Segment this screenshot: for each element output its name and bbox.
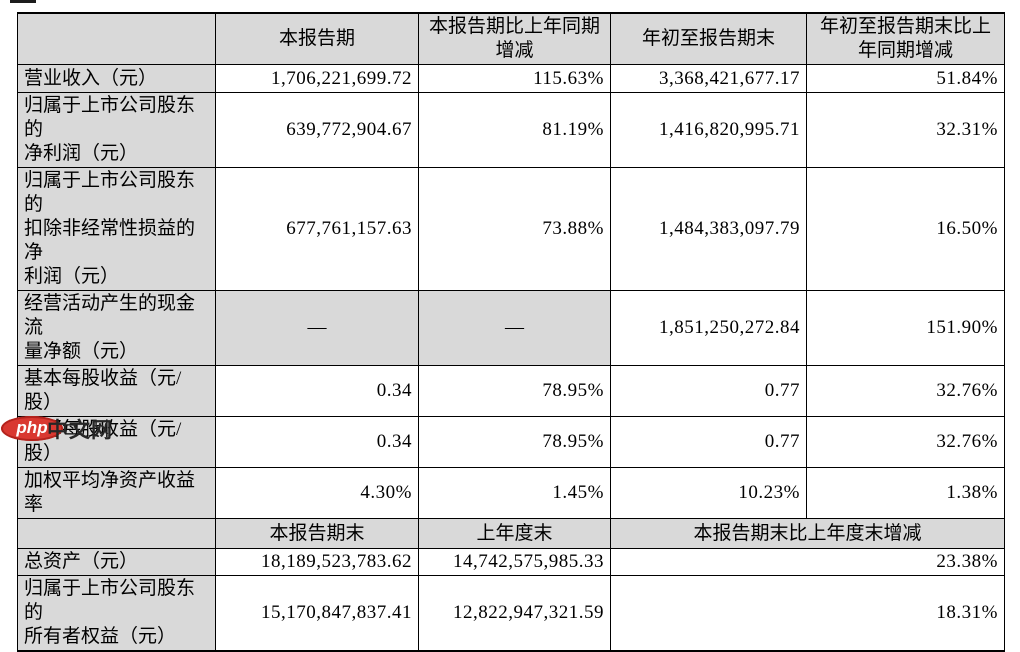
cell-value: 0.34: [215, 416, 419, 468]
cell-value: 32.76%: [806, 365, 1005, 417]
php-logo-icon: php: [1, 416, 63, 441]
table-row-revenue: 营业收入（元） 1,706,221,699.72 115.63% 3,368,4…: [17, 64, 1005, 93]
cell-dash: —: [215, 290, 419, 366]
cell-value: 0.77: [610, 416, 807, 468]
cell-value: 639,772,904.67: [215, 92, 419, 168]
cell-value: 10.23%: [610, 467, 807, 519]
cell-value: 1,851,250,272.84: [610, 290, 807, 366]
row-label: 基本每股收益（元/股）: [17, 365, 216, 417]
cell-dash: —: [418, 290, 611, 366]
cell-value: 4.30%: [215, 467, 419, 519]
cell-value: 0.34: [215, 365, 419, 417]
cell-value: 3,368,421,677.17: [610, 64, 807, 93]
cell-value: 1,416,820,995.71: [610, 92, 807, 168]
cell-value: 51.84%: [806, 64, 1005, 93]
cell-value: 32.76%: [806, 416, 1005, 468]
watermark-site-name: 中文网: [47, 418, 113, 442]
table-subheader-row: 本报告期末 上年度末 本报告期末比上年度末增减: [17, 518, 1005, 549]
table-row-total-assets: 总资产（元） 18,189,523,783.62 14,742,575,985.…: [17, 548, 1005, 576]
php-cn-watermark: php 中文网: [1, 415, 113, 442]
table-row-net-profit-excl-nonrecurring: 归属于上市公司股东的 扣除非经常性损益的净 利润（元） 677,761,157.…: [17, 167, 1005, 291]
table-row-shareholders-equity: 归属于上市公司股东的 所有者权益（元） 15,170,847,837.41 12…: [17, 575, 1005, 652]
table-row-operating-cash-flow: 经营活动产生的现金流 量净额（元） — — 1,851,250,272.84 1…: [17, 290, 1005, 366]
cell-value: 23.38%: [610, 548, 1005, 576]
cell-value: 151.90%: [806, 290, 1005, 366]
cell-value: 1.38%: [806, 467, 1005, 519]
header-current-period-change: 本报告期比上年同期 增减: [418, 12, 611, 65]
cell-value: 78.95%: [418, 416, 611, 468]
cell-value: 0.77: [610, 365, 807, 417]
cell-value: 18.31%: [610, 575, 1005, 652]
row-label: 归属于上市公司股东的 净利润（元）: [17, 92, 216, 168]
row-label: 归属于上市公司股东的 所有者权益（元）: [17, 575, 216, 652]
cell-value: 1.45%: [418, 467, 611, 519]
cell-value: 73.88%: [418, 167, 611, 291]
row-label: 归属于上市公司股东的 扣除非经常性损益的净 利润（元）: [17, 167, 216, 291]
financial-summary-table: 本报告期 本报告期比上年同期 增减 年初至报告期末 年初至报告期末比上 年同期增…: [17, 12, 1005, 652]
cell-value: 16.50%: [806, 167, 1005, 291]
table-row-basic-eps: 基本每股收益（元/股） 0.34 78.95% 0.77 32.76%: [17, 365, 1005, 417]
cell-value: 115.63%: [418, 64, 611, 93]
header-empty-cell: [17, 12, 216, 65]
cell-value: 78.95%: [418, 365, 611, 417]
cell-value: 81.19%: [418, 92, 611, 168]
row-label: 营业收入（元）: [17, 64, 216, 93]
cell-value: 12,822,947,321.59: [418, 575, 611, 652]
cell-value: 32.31%: [806, 92, 1005, 168]
cell-value: 18,189,523,783.62: [215, 548, 419, 576]
cell-value: 15,170,847,837.41: [215, 575, 419, 652]
header-current-period: 本报告期: [215, 12, 419, 65]
row-label: 经营活动产生的现金流 量净额（元）: [17, 290, 216, 366]
cell-value: 14,742,575,985.33: [418, 548, 611, 576]
cell-value: 1,706,221,699.72: [215, 64, 419, 93]
subheader-period-end: 本报告期末: [215, 518, 419, 549]
table-header-row: 本报告期 本报告期比上年同期 增减 年初至报告期末 年初至报告期末比上 年同期增…: [17, 12, 1005, 65]
subheader-prev-year-end: 上年度末: [418, 518, 611, 549]
cell-value: 1,484,383,097.79: [610, 167, 807, 291]
row-label: 加权平均净资产收益率: [17, 467, 216, 519]
cell-value: 677,761,157.63: [215, 167, 419, 291]
subheader-period-end-change: 本报告期末比上年度末增减: [610, 518, 1005, 549]
table-row-net-profit: 归属于上市公司股东的 净利润（元） 639,772,904.67 81.19% …: [17, 92, 1005, 168]
header-ytd-change: 年初至报告期末比上 年同期增减: [806, 12, 1005, 65]
cutoff-content-mark: [10, 0, 36, 3]
header-ytd: 年初至报告期末: [610, 12, 807, 65]
subheader-empty-cell: [17, 518, 216, 549]
table-row-diluted-eps: 稀释每股收益（元/股） 0.34 78.95% 0.77 32.76%: [17, 416, 1005, 468]
table-row-weighted-avg-roe: 加权平均净资产收益率 4.30% 1.45% 10.23% 1.38%: [17, 467, 1005, 519]
row-label: 总资产（元）: [17, 548, 216, 576]
